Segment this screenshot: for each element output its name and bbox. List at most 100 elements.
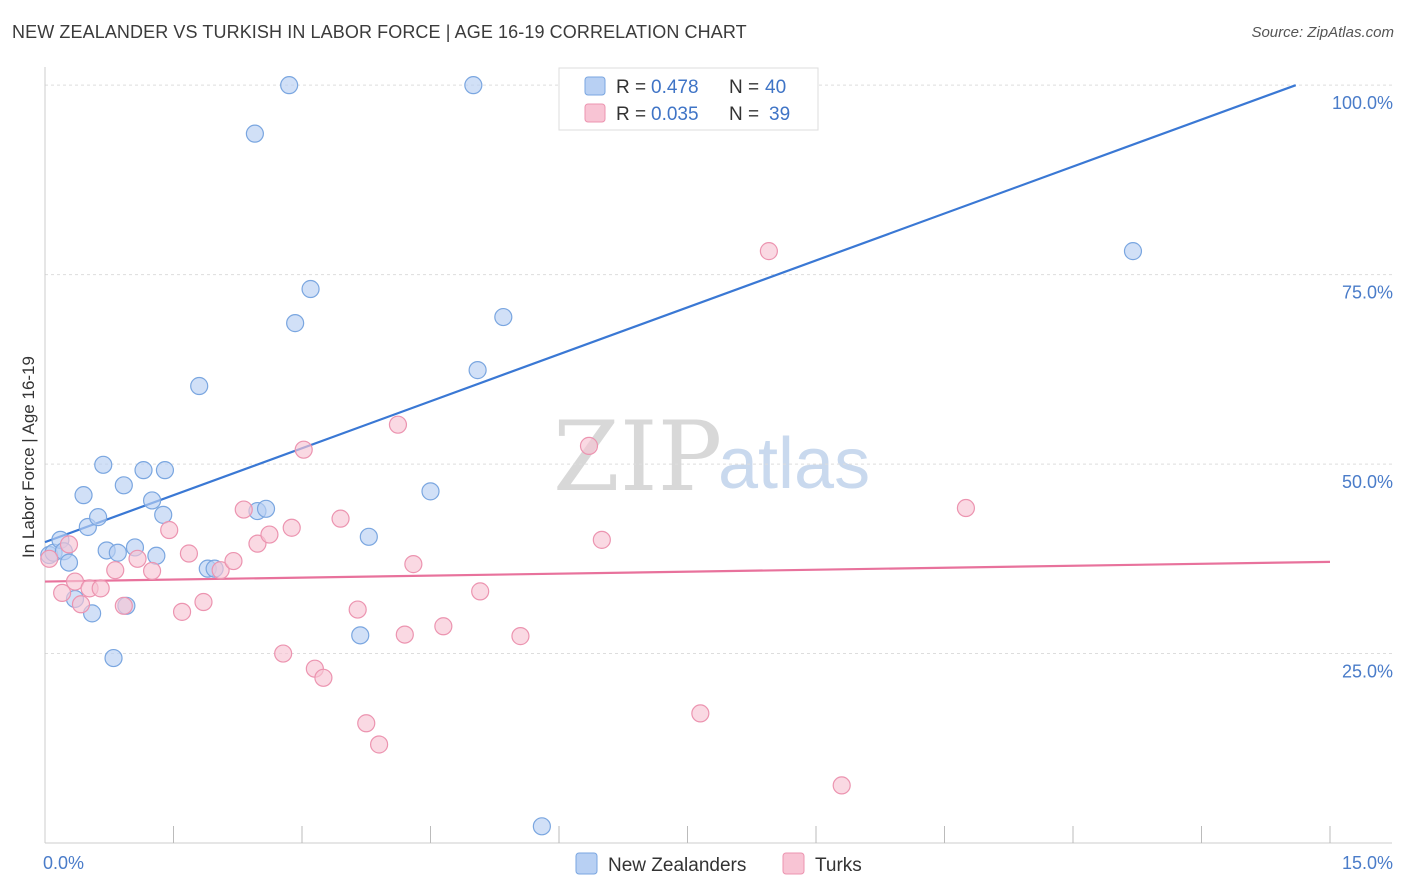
point-pink-37 — [691, 704, 710, 723]
point-pink-7 — [106, 561, 125, 580]
point-blue-39 — [1123, 242, 1143, 261]
point-pink-11 — [160, 520, 179, 540]
y-tick-label-0: 25.0% — [1342, 662, 1393, 682]
point-pink-4 — [71, 595, 91, 614]
point-blue-35 — [468, 361, 487, 380]
watermark-atlas: atlas — [718, 424, 870, 504]
point-blue-18 — [142, 491, 162, 510]
x-tick-label-1: 15.0% — [1342, 853, 1393, 873]
point-pink-29 — [388, 415, 408, 434]
point-pink-18 — [248, 534, 267, 553]
point-pink-31 — [404, 555, 423, 574]
point-blue-20 — [154, 505, 173, 524]
point-blue-19 — [147, 546, 166, 565]
point-pink-6 — [91, 579, 110, 598]
point-pink-3 — [65, 572, 85, 591]
point-blue-10 — [94, 455, 113, 474]
point-pink-20 — [274, 644, 293, 663]
legend-r-label-blue: R = — [616, 77, 646, 98]
point-pink-38 — [759, 242, 778, 261]
point-pink-26 — [348, 600, 367, 619]
point-pink-27 — [357, 714, 376, 733]
point-pink-39 — [832, 776, 851, 795]
point-pink-19 — [260, 525, 279, 544]
point-blue-6 — [74, 486, 93, 505]
axes — [44, 67, 1392, 844]
legend-r-value-blue: 0.478 — [651, 77, 699, 98]
point-blue-32 — [359, 527, 378, 546]
y-tick-label-1: 50.0% — [1342, 472, 1393, 492]
point-blue-36 — [494, 307, 513, 327]
point-pink-24 — [314, 668, 333, 687]
point-blue-27 — [256, 499, 276, 518]
legend-n-label-pink: N = — [729, 104, 759, 125]
point-pink-40 — [956, 498, 976, 518]
point-blue-22 — [190, 376, 209, 396]
point-blue-21 — [155, 461, 175, 480]
point-blue-34 — [464, 76, 483, 95]
point-blue-25 — [245, 124, 264, 143]
point-pink-17 — [234, 500, 253, 519]
legend-n-label-blue: N = — [729, 77, 759, 98]
legend-r-label-pink: R = — [616, 104, 646, 125]
chart-title: NEW ZEALANDER VS TURKISH IN LABOR FORCE … — [12, 22, 747, 42]
point-blue-17 — [134, 461, 153, 480]
point-pink-34 — [511, 627, 530, 646]
legend-bottom: New Zealanders Turks — [575, 852, 862, 876]
trend-lines — [44, 84, 1331, 583]
point-blue-13 — [108, 543, 127, 562]
trend-line-pink — [44, 560, 1331, 583]
point-blue-30 — [301, 279, 320, 299]
point-pink-12 — [172, 602, 192, 621]
y-tick-label-2: 75.0% — [1342, 283, 1393, 303]
point-blue-14 — [114, 476, 133, 495]
watermark: ZIP atlas — [553, 401, 870, 513]
point-pink-33 — [471, 582, 490, 601]
point-pink-8 — [114, 596, 133, 615]
point-blue-28 — [280, 76, 299, 95]
point-pink-2 — [59, 535, 79, 554]
legend-bottom-label-pink: Turks — [815, 855, 862, 876]
watermark-zip: ZIP — [553, 401, 722, 513]
legend-top: R = 0.478 N = 40 R = 0.035 N = 39 — [558, 67, 819, 131]
x-tick-label-0: 0.0% — [43, 853, 84, 873]
point-pink-16 — [224, 551, 243, 571]
legend-n-value-pink: 39 — [769, 104, 790, 125]
legend-bottom-swatch-blue — [575, 852, 598, 875]
y-axis-label: In Labor Force | Age 16-19 — [19, 356, 38, 558]
point-pink-25 — [331, 509, 350, 528]
point-blue-33 — [421, 482, 440, 501]
point-pink-14 — [194, 592, 213, 612]
legend-n-value-blue: 40 — [765, 77, 786, 98]
grid — [45, 84, 1392, 655]
point-pink-1 — [53, 583, 72, 603]
point-pink-13 — [179, 544, 199, 563]
point-pink-32 — [434, 617, 453, 636]
data-points — [40, 76, 1143, 836]
y-tick-label-3: 100.0% — [1332, 93, 1393, 113]
point-blue-29 — [286, 314, 305, 333]
legend-bottom-swatch-pink — [782, 852, 805, 875]
point-blue-4 — [59, 553, 79, 572]
trend-line-blue — [44, 84, 1297, 544]
point-pink-22 — [294, 440, 313, 459]
point-blue-37 — [532, 817, 551, 836]
legend-bottom-label-blue: New Zealanders — [608, 855, 746, 876]
point-pink-36 — [592, 530, 611, 549]
point-blue-12 — [104, 648, 123, 668]
legend-swatch-blue — [584, 76, 606, 96]
point-blue-9 — [89, 508, 108, 527]
point-blue-31 — [351, 626, 370, 645]
legend-swatch-pink — [584, 103, 606, 123]
point-pink-21 — [282, 518, 301, 537]
point-pink-9 — [128, 549, 147, 568]
point-pink-30 — [395, 625, 414, 644]
point-pink-15 — [211, 561, 230, 580]
tick-labels: 25.0% 50.0% 75.0% 100.0% 0.0% 15.0% — [43, 93, 1393, 873]
legend-r-value-pink: 0.035 — [651, 104, 699, 125]
point-pink-10 — [142, 561, 162, 581]
point-pink-0 — [40, 549, 59, 568]
point-pink-35 — [579, 436, 599, 455]
source-credit: Source: ZipAtlas.com — [1251, 24, 1394, 41]
